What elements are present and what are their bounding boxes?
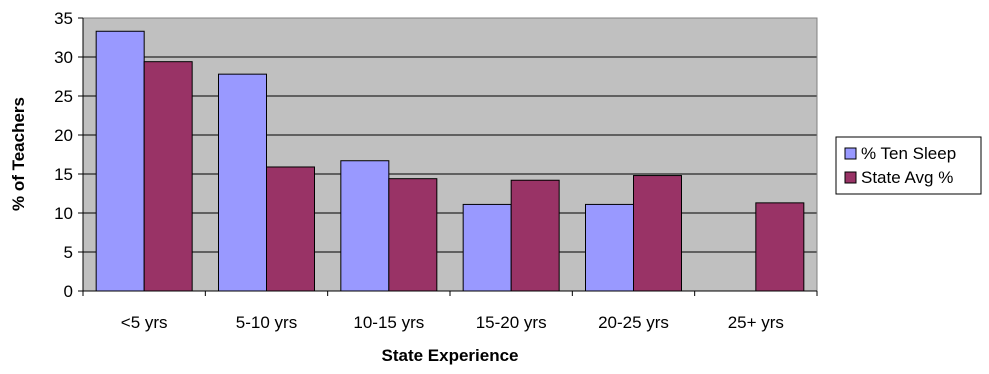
legend-box <box>835 136 982 195</box>
y-tick-label: 0 <box>64 282 73 301</box>
x-tick-label: 10-15 yrs <box>353 313 424 332</box>
bar-state-avg <box>388 178 438 292</box>
x-axis-title: State Experience <box>381 346 518 365</box>
bar-state-avg <box>266 166 315 292</box>
y-tick-label: 25 <box>54 87 73 106</box>
legend-swatch <box>844 147 857 160</box>
bar-state-avg <box>755 202 805 292</box>
legend-label: % Ten Sleep <box>861 144 956 163</box>
bar-state-avg <box>633 175 682 292</box>
x-tick-label: 25+ yrs <box>728 313 784 332</box>
x-tick-label: 20-25 yrs <box>598 313 669 332</box>
y-tick-labels: 0 5 10 15 20 25 30 35 <box>54 9 73 301</box>
x-tick-labels: <5 yrs 5-10 yrs 10-15 yrs 15-20 yrs 20-25 yr… <box>121 313 784 332</box>
bar-ten-sleep <box>585 203 634 292</box>
bar-ten-sleep <box>95 30 145 292</box>
plot-area <box>83 18 817 291</box>
legend-items: % Ten Sleep State Avg % <box>844 144 956 187</box>
bar-ten-sleep <box>218 73 267 292</box>
bar-ten-sleep <box>340 160 390 292</box>
y-tick-label: 20 <box>54 126 73 145</box>
y-tick-label: 15 <box>54 165 73 184</box>
bar-ten-sleep <box>462 203 512 292</box>
axes <box>78 17 818 296</box>
bar-state-avg <box>510 179 560 292</box>
y-tick-label: 10 <box>54 204 73 223</box>
x-tick-label: 15-20 yrs <box>476 313 547 332</box>
legend: % Ten Sleep State Avg % <box>835 136 982 195</box>
bar-state-avg <box>143 61 193 292</box>
gridlines <box>83 56 817 253</box>
bars <box>95 30 805 292</box>
x-tick-label: 5-10 yrs <box>236 313 297 332</box>
y-tick-label: 5 <box>64 243 73 262</box>
legend-swatch <box>844 171 857 184</box>
legend-label: State Avg % <box>861 168 953 187</box>
y-axis-title: % of Teachers <box>9 97 28 211</box>
x-tick-label: <5 yrs <box>121 313 168 332</box>
y-tick-label: 35 <box>54 9 73 28</box>
y-tick-label: 30 <box>54 48 73 67</box>
